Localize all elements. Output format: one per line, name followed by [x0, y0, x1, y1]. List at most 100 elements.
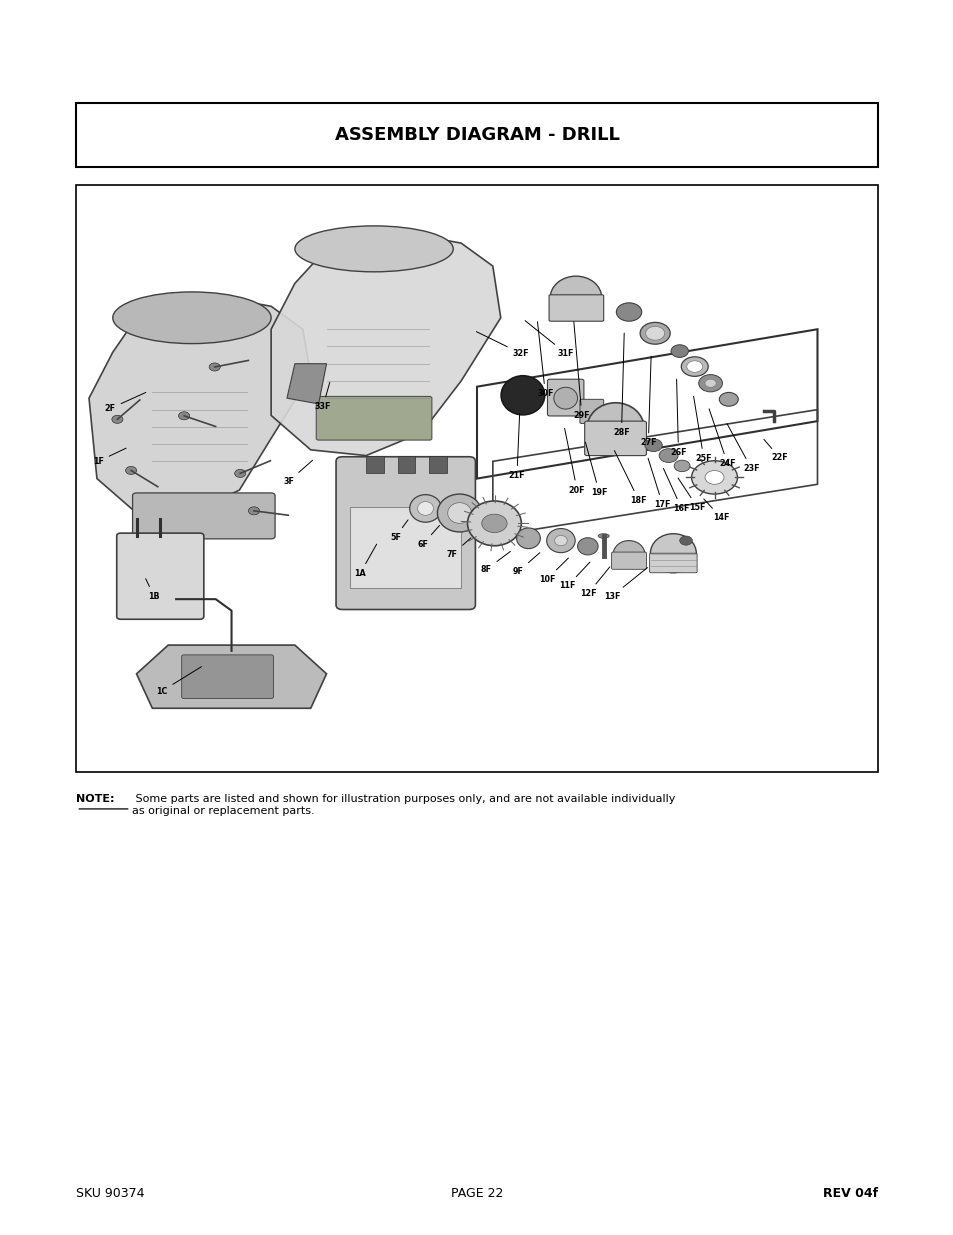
Circle shape — [704, 471, 723, 484]
Ellipse shape — [639, 322, 670, 345]
FancyBboxPatch shape — [549, 295, 603, 321]
FancyBboxPatch shape — [132, 493, 274, 538]
Text: 10F: 10F — [538, 558, 568, 584]
Text: 3F: 3F — [283, 461, 313, 485]
Circle shape — [686, 361, 702, 372]
Text: REV 04f: REV 04f — [821, 1187, 877, 1200]
Text: 24F: 24F — [708, 409, 735, 468]
Ellipse shape — [112, 291, 271, 343]
FancyBboxPatch shape — [584, 421, 646, 456]
Ellipse shape — [554, 536, 567, 546]
Text: 16F: 16F — [662, 468, 689, 513]
Text: 6F: 6F — [417, 525, 439, 548]
Text: 32F: 32F — [476, 332, 529, 358]
Bar — [76, 185, 877, 772]
Text: 22F: 22F — [763, 440, 787, 462]
Bar — [366, 456, 383, 473]
Text: 17F: 17F — [647, 458, 670, 509]
Ellipse shape — [598, 534, 609, 538]
Text: 1F: 1F — [92, 448, 126, 466]
Circle shape — [481, 514, 507, 532]
Ellipse shape — [554, 388, 577, 409]
Text: 1A: 1A — [354, 545, 376, 578]
Text: 15F: 15F — [678, 478, 705, 511]
Text: 31F: 31F — [524, 321, 574, 358]
Text: 11F: 11F — [558, 562, 589, 590]
FancyBboxPatch shape — [116, 534, 204, 619]
Text: 14F: 14F — [703, 499, 729, 522]
Ellipse shape — [577, 537, 598, 555]
Ellipse shape — [409, 495, 441, 522]
Ellipse shape — [436, 494, 481, 532]
Ellipse shape — [500, 375, 544, 415]
Text: 1B: 1B — [146, 579, 160, 600]
Ellipse shape — [467, 501, 520, 546]
Text: 29F: 29F — [573, 321, 590, 420]
Circle shape — [645, 326, 664, 340]
Text: ASSEMBLY DIAGRAM - DRILL: ASSEMBLY DIAGRAM - DRILL — [335, 126, 618, 143]
Circle shape — [659, 448, 678, 462]
FancyBboxPatch shape — [547, 379, 583, 416]
Bar — [350, 508, 460, 588]
Text: SKU 90374: SKU 90374 — [76, 1187, 145, 1200]
Circle shape — [248, 506, 259, 515]
Circle shape — [674, 461, 689, 472]
Bar — [397, 456, 415, 473]
Text: 28F: 28F — [613, 333, 629, 437]
Bar — [429, 456, 446, 473]
Ellipse shape — [294, 226, 453, 272]
Circle shape — [112, 415, 123, 424]
Circle shape — [178, 411, 190, 420]
Circle shape — [126, 467, 136, 474]
Text: 9F: 9F — [512, 553, 539, 576]
Circle shape — [644, 438, 661, 452]
Polygon shape — [89, 295, 311, 513]
Text: 27F: 27F — [639, 356, 656, 447]
Circle shape — [679, 536, 692, 545]
Ellipse shape — [516, 527, 539, 548]
Text: 7F: 7F — [446, 537, 471, 559]
Circle shape — [616, 303, 641, 321]
Circle shape — [698, 374, 721, 391]
FancyBboxPatch shape — [579, 399, 603, 424]
Text: 33F: 33F — [314, 383, 331, 411]
Circle shape — [704, 379, 716, 388]
Text: 5F: 5F — [390, 520, 408, 542]
Text: Some parts are listed and shown for illustration purposes only, and are not avai: Some parts are listed and shown for illu… — [132, 794, 675, 815]
Circle shape — [670, 345, 688, 357]
Ellipse shape — [447, 503, 471, 524]
Ellipse shape — [650, 534, 696, 573]
Polygon shape — [271, 232, 500, 456]
Text: 1C: 1C — [156, 667, 201, 695]
Ellipse shape — [613, 541, 644, 568]
Ellipse shape — [719, 393, 738, 406]
Text: 12F: 12F — [579, 567, 609, 598]
Text: 20F: 20F — [564, 429, 585, 494]
Circle shape — [234, 469, 246, 478]
Text: 23F: 23F — [726, 424, 759, 473]
Polygon shape — [136, 645, 326, 709]
Ellipse shape — [546, 529, 575, 552]
Ellipse shape — [691, 461, 737, 494]
Text: 30F: 30F — [537, 321, 553, 398]
Text: 21F: 21F — [508, 414, 524, 480]
Text: 19F: 19F — [585, 442, 607, 496]
Text: 2F: 2F — [105, 393, 146, 412]
Ellipse shape — [550, 277, 601, 319]
FancyBboxPatch shape — [316, 396, 432, 440]
FancyBboxPatch shape — [611, 552, 646, 569]
Ellipse shape — [586, 403, 643, 453]
Text: 26F: 26F — [670, 379, 686, 457]
Ellipse shape — [417, 501, 433, 515]
Text: 8F: 8F — [480, 552, 510, 574]
Text: 25F: 25F — [693, 396, 711, 463]
Circle shape — [209, 363, 220, 370]
Text: 18F: 18F — [614, 451, 646, 505]
Text: PAGE 22: PAGE 22 — [451, 1187, 502, 1200]
FancyBboxPatch shape — [335, 457, 475, 610]
Text: 13F: 13F — [603, 568, 647, 600]
Polygon shape — [287, 363, 326, 404]
FancyBboxPatch shape — [649, 553, 697, 573]
Bar — [76, 103, 877, 167]
Ellipse shape — [680, 357, 707, 377]
